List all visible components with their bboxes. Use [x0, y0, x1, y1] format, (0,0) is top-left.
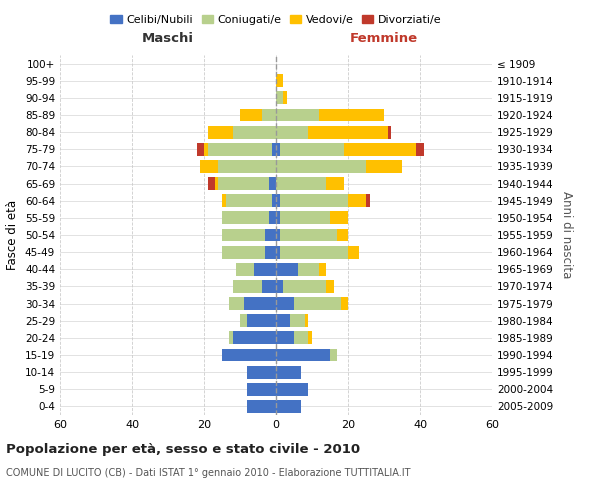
Bar [330, 212, 348, 224]
Bar [283, 280, 326, 293]
Bar [262, 280, 276, 293]
Bar [265, 228, 276, 241]
Bar [254, 263, 276, 276]
Bar [276, 108, 319, 122]
Bar [247, 314, 276, 327]
Bar [208, 126, 233, 138]
Bar [337, 228, 348, 241]
Bar [276, 383, 308, 396]
Bar [319, 108, 384, 122]
Bar [222, 246, 265, 258]
Bar [226, 194, 272, 207]
Bar [269, 212, 276, 224]
Bar [276, 348, 330, 362]
Legend: Celibi/Nubili, Coniugati/e, Vedovi/e, Divorziati/e: Celibi/Nubili, Coniugati/e, Vedovi/e, Di… [106, 10, 446, 29]
Bar [276, 126, 308, 138]
Bar [244, 297, 276, 310]
Bar [200, 160, 218, 173]
Bar [272, 143, 276, 156]
Bar [276, 74, 283, 87]
Bar [247, 366, 276, 378]
Bar [233, 126, 276, 138]
Bar [276, 332, 294, 344]
Bar [218, 160, 276, 173]
Bar [276, 297, 294, 310]
Bar [222, 194, 226, 207]
Bar [276, 280, 283, 293]
Bar [294, 332, 308, 344]
Y-axis label: Anni di nascita: Anni di nascita [560, 192, 573, 278]
Bar [229, 297, 244, 310]
Bar [276, 400, 301, 413]
Bar [272, 194, 276, 207]
Bar [366, 160, 402, 173]
Bar [276, 212, 280, 224]
Bar [215, 177, 218, 190]
Bar [344, 143, 416, 156]
Bar [276, 246, 280, 258]
Bar [319, 263, 326, 276]
Bar [280, 143, 344, 156]
Bar [208, 143, 272, 156]
Text: Popolazione per età, sesso e stato civile - 2010: Popolazione per età, sesso e stato civil… [6, 442, 360, 456]
Bar [348, 246, 359, 258]
Bar [276, 143, 280, 156]
Bar [280, 194, 348, 207]
Bar [276, 194, 280, 207]
Bar [269, 177, 276, 190]
Bar [330, 348, 337, 362]
Bar [222, 228, 265, 241]
Bar [276, 314, 290, 327]
Bar [276, 92, 283, 104]
Bar [222, 212, 269, 224]
Bar [348, 194, 366, 207]
Bar [262, 108, 276, 122]
Bar [290, 314, 305, 327]
Bar [326, 280, 334, 293]
Bar [233, 332, 276, 344]
Bar [341, 297, 348, 310]
Bar [218, 177, 269, 190]
Bar [197, 143, 204, 156]
Bar [276, 177, 326, 190]
Text: COMUNE DI LUCITO (CB) - Dati ISTAT 1° gennaio 2010 - Elaborazione TUTTITALIA.IT: COMUNE DI LUCITO (CB) - Dati ISTAT 1° ge… [6, 468, 410, 477]
Bar [283, 92, 287, 104]
Bar [208, 177, 215, 190]
Bar [388, 126, 391, 138]
Bar [236, 263, 254, 276]
Bar [326, 177, 344, 190]
Bar [229, 332, 233, 344]
Text: Femmine: Femmine [350, 32, 418, 44]
Bar [305, 314, 308, 327]
Y-axis label: Fasce di età: Fasce di età [7, 200, 19, 270]
Bar [308, 332, 312, 344]
Bar [276, 366, 301, 378]
Bar [416, 143, 424, 156]
Bar [247, 400, 276, 413]
Text: Maschi: Maschi [142, 32, 194, 44]
Bar [276, 160, 366, 173]
Bar [240, 314, 247, 327]
Bar [298, 263, 319, 276]
Bar [276, 263, 298, 276]
Bar [294, 297, 341, 310]
Bar [280, 246, 348, 258]
Bar [308, 126, 388, 138]
Bar [204, 143, 208, 156]
Bar [366, 194, 370, 207]
Bar [265, 246, 276, 258]
Bar [222, 348, 276, 362]
Bar [233, 280, 262, 293]
Bar [240, 108, 262, 122]
Bar [280, 228, 337, 241]
Bar [280, 212, 330, 224]
Bar [276, 228, 280, 241]
Bar [247, 383, 276, 396]
